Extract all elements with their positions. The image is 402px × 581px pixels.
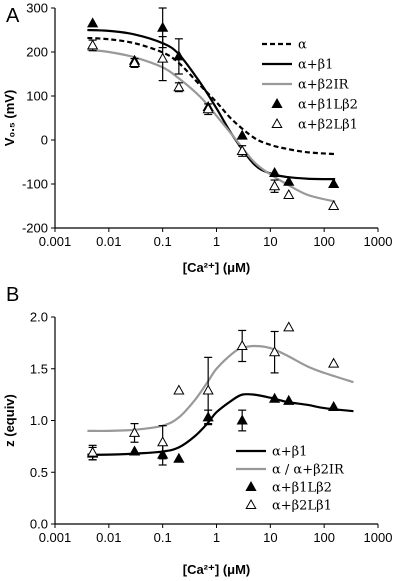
series-line — [87, 393, 354, 456]
series-4 — [87, 35, 340, 210]
x-axis-label: [Ca²⁺] (μM) — [183, 260, 251, 275]
filled-triangle-marker — [157, 21, 169, 32]
filled-triangle-marker — [236, 414, 248, 425]
open-triangle-marker — [328, 199, 340, 210]
open-triangle-marker — [283, 321, 295, 332]
y-tick-label: 0.5 — [30, 465, 48, 480]
open-triangle-marker — [87, 39, 99, 50]
x-tick-label: 0.1 — [154, 234, 172, 249]
open-triangle-marker — [202, 103, 214, 114]
open-triangle-marker — [236, 144, 248, 155]
x-tick-label: 100 — [313, 530, 335, 545]
open-triangle-marker — [283, 188, 295, 199]
x-tick-label: 0.1 — [154, 530, 172, 545]
open-triangle-marker — [128, 56, 141, 67]
x-tick-label: 0.01 — [96, 234, 121, 249]
open-triangle-marker — [268, 180, 281, 191]
open-triangle-marker — [173, 384, 185, 395]
legend-label: α+β1 — [298, 58, 333, 73]
x-tick-label: 1000 — [364, 530, 393, 545]
legend-label: α+β1Lβ2 — [298, 98, 358, 113]
open-triangle-marker — [128, 426, 141, 437]
open-triangle-marker — [157, 52, 169, 63]
series-0 — [87, 393, 354, 456]
y-tick-label: 2.0 — [30, 310, 48, 325]
y-tick-label: 0.0 — [30, 517, 48, 532]
legend-label: α / α+β2IR — [272, 463, 345, 478]
open-triangle-marker — [328, 357, 340, 368]
x-tick-label: 1 — [213, 234, 220, 249]
legend: α α+β1 α+β2IR α+β1Lβ2 α+β2Lβ1 — [262, 38, 358, 133]
panel-label: A — [6, 5, 20, 27]
x-tick-label: 10 — [263, 234, 277, 249]
filled-triangle-marker — [128, 445, 141, 456]
x-tick-label: 10 — [263, 530, 277, 545]
y-tick-label: 1.0 — [30, 413, 48, 428]
x-tick-label: 1 — [213, 530, 220, 545]
legend-label: α — [298, 38, 307, 53]
filled-triangle-marker — [173, 50, 185, 61]
x-tick-label: 0.001 — [39, 234, 72, 249]
series-1 — [87, 344, 354, 433]
open-triangle-marker — [87, 446, 99, 457]
legend-label: α+β2Lβ1 — [298, 118, 358, 133]
series-3 — [87, 321, 340, 461]
panel-label: B — [6, 284, 19, 306]
x-tick-label: 1000 — [364, 234, 393, 249]
filled-triangle-marker — [283, 394, 295, 405]
legend: α+β1 α / α+β2IR α+β1Lβ2 α+β2Lβ1 — [236, 445, 345, 514]
filled-triangle-marker — [268, 392, 281, 403]
legend-label: α+β1 — [272, 445, 307, 460]
y-tick-label: 300 — [26, 1, 48, 16]
filled-triangle-marker — [87, 17, 99, 28]
open-triangle-marker — [173, 81, 185, 92]
chart-panel-B: B 0.0 0.5 1.0 1.5 2.0 0.001 0.01 0.1 1 10 100 1000 [C… — [2, 284, 392, 577]
filled-triangle-marker — [328, 177, 340, 188]
filled-triangle-marker — [173, 452, 185, 463]
y-tick-label: 1.5 — [30, 361, 48, 376]
y-tick-label: 200 — [26, 45, 48, 60]
legend-label: α+β2Lβ1 — [272, 499, 332, 514]
open-triangle-marker — [236, 339, 248, 350]
open-triangle-marker — [202, 384, 214, 395]
legend-open-triangle — [271, 117, 283, 128]
x-tick-label: 100 — [313, 234, 335, 249]
filled-triangle-marker — [328, 401, 340, 412]
filled-triangle-marker — [236, 129, 248, 140]
x-axis-label: [Ca²⁺] (μM) — [183, 562, 251, 577]
legend-label: α+β1Lβ2 — [272, 481, 332, 496]
y-tick-label: -200 — [22, 221, 48, 236]
x-tick-label: 0.01 — [96, 530, 121, 545]
chart-panel-A: A -200 -100 0 100 200 300 0.001 0.01 0.1 1 10 100 100… — [2, 1, 392, 276]
open-triangle-marker — [268, 346, 281, 357]
series-line — [87, 344, 354, 433]
y-tick-label: -100 — [22, 177, 48, 192]
series-line — [87, 28, 336, 181]
open-triangle-marker — [157, 436, 169, 447]
y-tick-label: 0 — [41, 133, 48, 148]
y-axis-label: V₀.₅ (mV) — [2, 90, 17, 147]
legend-filled-triangle — [245, 480, 257, 491]
legend-label: α+β2IR — [298, 78, 350, 93]
filled-triangle-marker — [268, 166, 281, 177]
y-axis-label: z (equiv) — [2, 394, 17, 447]
legend-filled-triangle — [271, 97, 283, 108]
x-tick-label: 0.001 — [39, 530, 72, 545]
legend-open-triangle — [245, 498, 257, 509]
filled-triangle-marker — [283, 175, 295, 186]
series-1 — [87, 28, 336, 181]
y-tick-label: 100 — [26, 89, 48, 104]
